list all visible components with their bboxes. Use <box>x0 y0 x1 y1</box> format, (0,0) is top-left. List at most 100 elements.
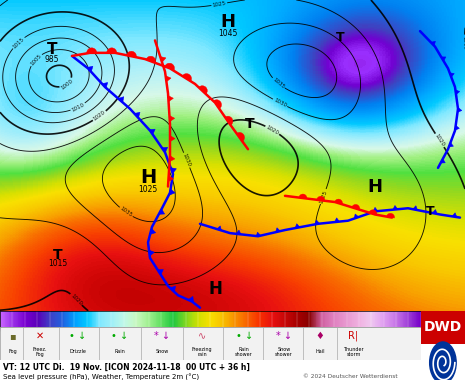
Wedge shape <box>369 210 377 215</box>
Polygon shape <box>159 209 165 214</box>
Text: © 2024 Deutscher Wetterdienst: © 2024 Deutscher Wetterdienst <box>303 374 398 379</box>
Text: ∿: ∿ <box>198 331 206 341</box>
Text: H: H <box>220 13 235 31</box>
Text: 1010: 1010 <box>71 102 85 112</box>
Text: Snow: Snow <box>155 349 169 355</box>
Text: 1030: 1030 <box>182 153 192 168</box>
Text: Drizzle: Drizzle <box>69 349 86 355</box>
Wedge shape <box>146 56 156 63</box>
Text: T: T <box>47 42 57 57</box>
Polygon shape <box>393 206 398 210</box>
Polygon shape <box>217 226 221 230</box>
Polygon shape <box>170 155 175 162</box>
Polygon shape <box>441 159 445 163</box>
Polygon shape <box>315 220 319 225</box>
Text: Rain: Rain <box>114 349 125 355</box>
Text: 1015: 1015 <box>12 36 25 49</box>
Polygon shape <box>169 116 175 122</box>
Wedge shape <box>87 48 97 53</box>
Text: T: T <box>245 117 255 131</box>
Text: • ↓: • ↓ <box>112 331 128 341</box>
Text: Snow
shower: Snow shower <box>275 347 293 357</box>
Polygon shape <box>354 214 359 218</box>
Wedge shape <box>335 199 342 204</box>
Text: Hail: Hail <box>315 349 325 355</box>
Text: H: H <box>208 280 222 298</box>
Text: 1020: 1020 <box>93 110 106 122</box>
Text: • ↓: • ↓ <box>69 331 86 341</box>
Wedge shape <box>225 116 233 125</box>
Polygon shape <box>188 296 193 302</box>
Polygon shape <box>160 57 166 62</box>
Polygon shape <box>149 129 155 135</box>
Text: H: H <box>140 168 156 187</box>
Polygon shape <box>236 230 241 234</box>
Text: 1035: 1035 <box>119 206 133 218</box>
Text: Thunder
storm: Thunder storm <box>343 347 364 357</box>
Polygon shape <box>295 224 300 228</box>
Polygon shape <box>432 209 437 214</box>
Text: * ↓: * ↓ <box>276 331 292 341</box>
Text: 1025: 1025 <box>212 1 226 8</box>
Wedge shape <box>352 204 359 210</box>
Polygon shape <box>162 147 167 153</box>
Text: 1020: 1020 <box>69 293 83 306</box>
Text: ♦: ♦ <box>315 331 324 341</box>
Polygon shape <box>276 228 280 232</box>
Text: Freez.
Fog: Freez. Fog <box>33 347 47 357</box>
Text: 1030: 1030 <box>272 98 287 108</box>
Polygon shape <box>335 218 339 222</box>
Text: 1025: 1025 <box>319 189 328 204</box>
Text: VT: 12 UTC Di.  19 Nov. [ICON 2024-11-18  00 UTC + 36 h]: VT: 12 UTC Di. 19 Nov. [ICON 2024-11-18 … <box>3 363 250 372</box>
Polygon shape <box>441 57 446 61</box>
Polygon shape <box>171 168 176 173</box>
Text: DWD: DWD <box>424 320 462 334</box>
Text: Rain
shower: Rain shower <box>235 347 253 357</box>
Polygon shape <box>450 73 454 77</box>
Wedge shape <box>165 63 174 70</box>
Polygon shape <box>170 189 175 195</box>
Text: 1020: 1020 <box>434 133 445 147</box>
Text: H: H <box>367 177 383 195</box>
Wedge shape <box>182 74 192 81</box>
Text: Fog: Fog <box>8 349 17 355</box>
Polygon shape <box>118 97 124 103</box>
Wedge shape <box>237 133 245 141</box>
Text: T: T <box>425 205 434 218</box>
Text: 985: 985 <box>45 55 59 63</box>
Polygon shape <box>134 112 140 118</box>
Text: 1015: 1015 <box>462 35 465 50</box>
Text: 1015: 1015 <box>48 259 67 268</box>
Polygon shape <box>413 206 418 210</box>
Polygon shape <box>455 90 460 95</box>
Polygon shape <box>149 250 154 256</box>
Polygon shape <box>150 228 156 234</box>
Polygon shape <box>455 125 459 130</box>
Text: T: T <box>53 248 63 262</box>
Polygon shape <box>452 213 457 217</box>
Polygon shape <box>170 136 175 142</box>
Wedge shape <box>126 51 136 57</box>
Text: 1025: 1025 <box>139 185 158 194</box>
Polygon shape <box>87 66 93 72</box>
Text: Sea level pressure (hPa), Weather, Temperature 2m (°C): Sea level pressure (hPa), Weather, Tempe… <box>3 374 199 380</box>
Polygon shape <box>166 76 171 82</box>
Text: ▪: ▪ <box>9 331 16 341</box>
Polygon shape <box>168 96 173 101</box>
Text: 1000: 1000 <box>60 78 74 90</box>
Text: 1020: 1020 <box>265 124 280 136</box>
Polygon shape <box>449 142 453 147</box>
Text: T: T <box>336 31 344 44</box>
Text: • ↓: • ↓ <box>235 331 252 341</box>
Polygon shape <box>170 286 176 292</box>
Wedge shape <box>299 194 307 198</box>
Wedge shape <box>213 100 221 109</box>
Circle shape <box>430 342 456 380</box>
Text: R|: R| <box>348 331 359 341</box>
Polygon shape <box>102 82 108 88</box>
Polygon shape <box>158 269 163 275</box>
Text: °C: °C <box>422 316 428 321</box>
Wedge shape <box>107 48 117 53</box>
Polygon shape <box>458 108 462 112</box>
Polygon shape <box>256 232 261 237</box>
